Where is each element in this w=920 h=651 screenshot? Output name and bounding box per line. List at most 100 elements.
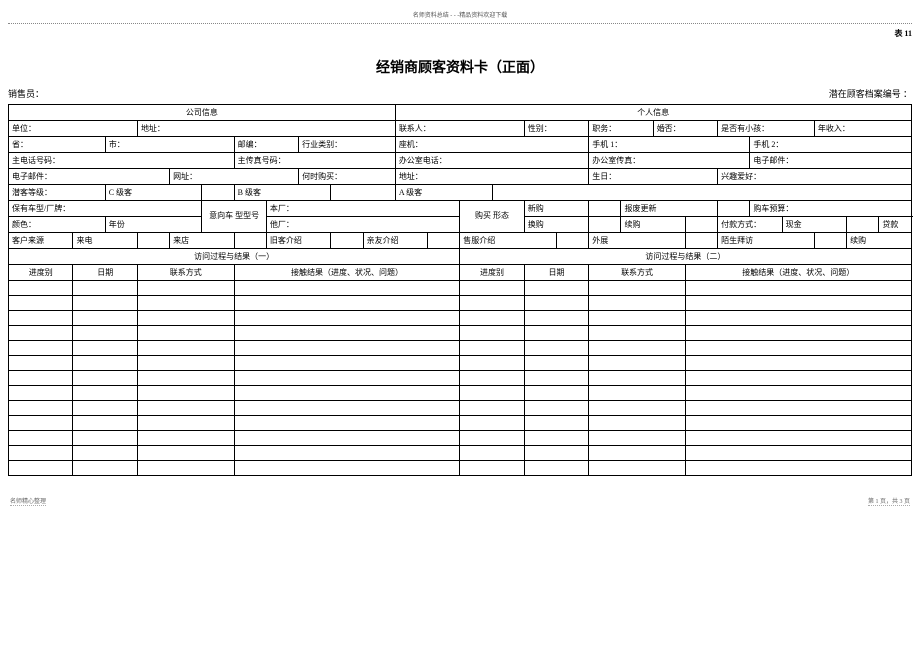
visit-row <box>9 371 912 386</box>
year-label: 年份 <box>105 217 202 233</box>
form-row: 单位： 地址： 联系人： 性别： 职务： 婚否： 是否有小孩： 年收入： <box>9 121 912 137</box>
web-label: 网址： <box>170 169 299 185</box>
blank-cell <box>718 201 750 217</box>
mobile1-label: 手机 1： <box>589 137 750 153</box>
visit-row <box>9 386 912 401</box>
address-label: 地址： <box>137 121 395 137</box>
loan-label: 贷款 <box>879 217 912 233</box>
buy-form-label: 购买 形态 <box>460 201 524 233</box>
visit-row <box>9 356 912 371</box>
pay-method-label: 付款方式： <box>718 217 782 233</box>
grade-label: 潜客等级： <box>9 185 106 201</box>
col-date-r: 日期 <box>524 265 588 281</box>
grade-b-blank <box>331 185 395 201</box>
footer-right: 第 1 页，共 3 页 <box>868 496 910 506</box>
subheader-row: 销售员： 潜在顾客档案编号 ： <box>8 87 912 104</box>
form-row: 潜客等级： C 级客 B 级客 A 级客 <box>9 185 912 201</box>
visit-left-header: 访问过程与结果（一） <box>9 249 460 265</box>
visit-row <box>9 341 912 356</box>
salesperson-label: 销售员： <box>8 87 44 100</box>
grade-b: B 级客 <box>234 185 331 201</box>
address2-label: 地址： <box>395 169 588 185</box>
form-row: 电子邮件： 网址： 何时购买： 地址： 生日： 兴趣爱好： <box>9 169 912 185</box>
office-tel-label: 办公室电话： <box>395 153 588 169</box>
office-fax-label: 办公室传真： <box>589 153 750 169</box>
other-factory-label: 他厂： <box>266 217 459 233</box>
col-date-l: 日期 <box>73 265 137 281</box>
grade-c: C 级客 <box>105 185 202 201</box>
blank-cell <box>685 233 717 249</box>
customer-form-table: 公司信息 个人信息 单位： 地址： 联系人： 性别： 职务： 婚否： 是否有小孩… <box>8 104 912 476</box>
blank-cell <box>428 233 460 249</box>
blank-cell <box>814 233 846 249</box>
marriage-label: 婚否： <box>653 121 717 137</box>
our-factory-label: 本厂： <box>266 201 459 217</box>
src-call: 来电 <box>73 233 137 249</box>
visit-col-header-row: 进度别 日期 联系方式 接触结果（进度、状况、问题） 进度别 日期 联系方式 接… <box>9 265 912 281</box>
src-show: 外展 <box>589 233 686 249</box>
cash-label: 现金 <box>782 217 846 233</box>
grade-a: A 级客 <box>395 185 492 201</box>
visit-row <box>9 326 912 341</box>
form-row: 省： 市： 邮编： 行业类别： 座机： 手机 1： 手机 2： <box>9 137 912 153</box>
keep-car-label: 保有车型/厂牌： <box>9 201 202 217</box>
col-result-l: 接触结果（进度、状况、问题） <box>234 265 460 281</box>
visit-row <box>9 416 912 431</box>
doc-header-small: 名师资料总结 - - -精品资料欢迎下载 <box>8 10 912 24</box>
personal-info-header: 个人信息 <box>395 105 911 121</box>
company-info-header: 公司信息 <box>9 105 396 121</box>
gender-label: 性别： <box>524 121 588 137</box>
table-number: 表 11 <box>8 26 912 49</box>
mobile2-label: 手机 2： <box>750 137 911 153</box>
contact-label: 联系人： <box>395 121 524 137</box>
blank-cell <box>137 233 169 249</box>
job-label: 职务： <box>589 121 653 137</box>
visit-row <box>9 281 912 296</box>
visit-row <box>9 401 912 416</box>
col-contact-l: 联系方式 <box>137 265 234 281</box>
blank-cell <box>685 217 717 233</box>
unit-label: 单位： <box>9 121 138 137</box>
src-cold: 陌生拜访 <box>718 233 815 249</box>
extend-label: 续购 <box>621 217 685 233</box>
color-label: 颜色： <box>9 217 106 233</box>
blank-cell <box>234 233 266 249</box>
email-label: 电子邮件： <box>750 153 911 169</box>
blank-cell <box>847 217 879 233</box>
col-result-r: 接触结果（进度、状况、问题） <box>685 265 911 281</box>
form-row: 客户来源 来电 来店 旧客介绍 亲友介绍 售服介绍 外展 陌生拜访 续购 <box>9 233 912 249</box>
page-title: 经销商顾客资料卡（正面） <box>8 49 912 87</box>
exchange-label: 换购 <box>524 217 588 233</box>
col-contact-r: 联系方式 <box>589 265 686 281</box>
children-label: 是否有小孩： <box>718 121 815 137</box>
landline-label: 座机： <box>395 137 588 153</box>
whenbuy-label: 何时购买： <box>299 169 396 185</box>
zip-label: 邮编： <box>234 137 298 153</box>
blank-cell <box>589 217 621 233</box>
section-header-row: 公司信息 个人信息 <box>9 105 912 121</box>
col-progress-r: 进度别 <box>460 265 524 281</box>
province-label: 省： <box>9 137 106 153</box>
source-label: 客户来源 <box>9 233 73 249</box>
hobby-label: 兴趣爱好： <box>718 169 911 185</box>
page-footer: 名师精心整理 第 1 页，共 3 页 <box>8 496 912 506</box>
grade-blank <box>492 185 911 201</box>
visit-row <box>9 311 912 326</box>
main-fax-label: 主传真号码： <box>234 153 395 169</box>
src-old: 旧客介绍 <box>266 233 330 249</box>
visit-row <box>9 461 912 476</box>
new-buy-label: 新购 <box>524 201 588 217</box>
visit-right-header: 访问过程与结果（二） <box>460 249 911 265</box>
src-friend: 亲友介绍 <box>363 233 427 249</box>
blank-cell <box>331 233 363 249</box>
customer-file-no-label: 潜在顾客档案编号 ： <box>829 87 912 100</box>
income-label: 年收入： <box>814 121 911 137</box>
intent-model-label: 意向车 型型号 <box>202 201 266 233</box>
visit-header-row: 访问过程与结果（一） 访问过程与结果（二） <box>9 249 912 265</box>
src-repeat: 续购 <box>847 233 911 249</box>
col-progress-l: 进度别 <box>9 265 73 281</box>
main-tel-label: 主电话号码： <box>9 153 235 169</box>
footer-left: 名师精心整理 <box>10 496 46 506</box>
blank-cell <box>589 201 621 217</box>
city-label: 市： <box>105 137 234 153</box>
